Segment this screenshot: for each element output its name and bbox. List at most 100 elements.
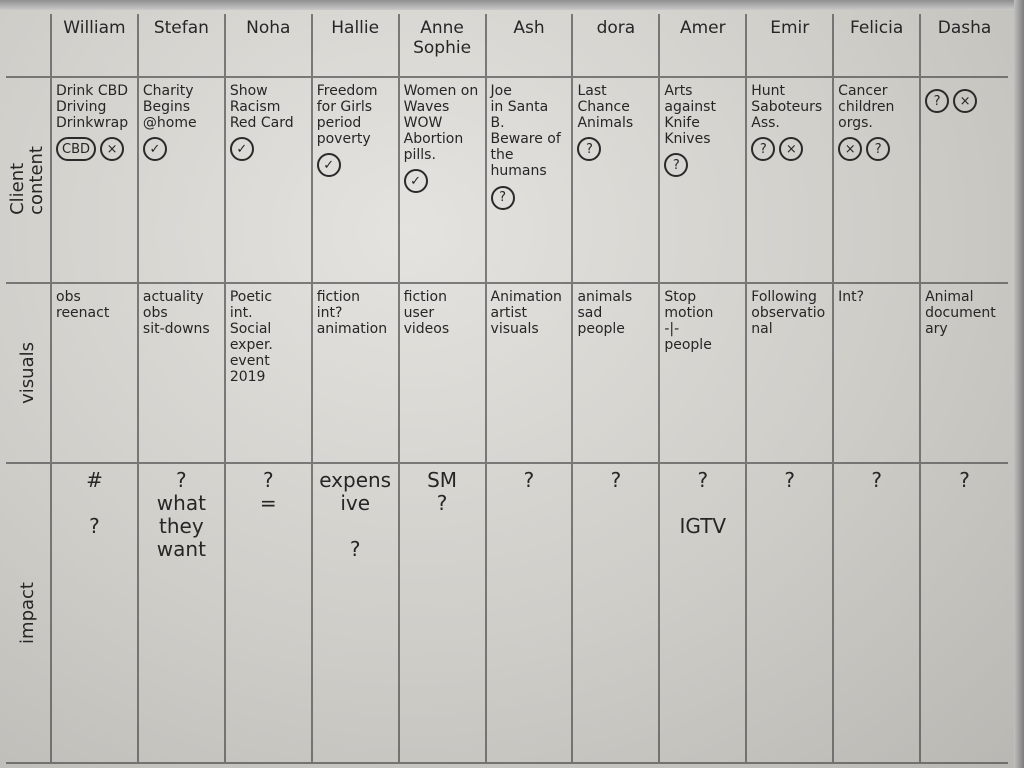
client-content-cell: ? × bbox=[921, 78, 1008, 284]
marks-group: ? × bbox=[751, 137, 828, 162]
visuals-cell: Int? bbox=[834, 284, 922, 464]
column-name: Felicia bbox=[850, 18, 904, 38]
impact-cell: ? = bbox=[225, 464, 313, 764]
whiteboard-frame-top bbox=[0, 0, 1024, 10]
impact-text: # ? bbox=[86, 468, 103, 538]
mark-circle: ✓ bbox=[403, 169, 428, 194]
impact-text: ? bbox=[610, 468, 622, 492]
impact-cell: SM ? bbox=[399, 464, 487, 764]
client-content: Joe in Santa B. Beware of the humans bbox=[490, 83, 561, 180]
visuals-text: Animal documentary bbox=[925, 289, 996, 338]
column-name: Emir bbox=[770, 18, 810, 38]
row-label-visuals: visuals bbox=[16, 342, 38, 404]
impact-cell: ? bbox=[834, 464, 922, 764]
visuals-cell: Stop motion -|- people bbox=[660, 284, 748, 464]
impact-text: expensive ? bbox=[319, 468, 392, 561]
row-label-cell: visuals bbox=[6, 284, 52, 464]
impact-text: ? bbox=[784, 468, 796, 492]
client-content: Freedom for Girls period poverty bbox=[316, 83, 378, 148]
mark-circle: × bbox=[779, 137, 804, 162]
client-content-cell: Arts against Knife Knives? bbox=[660, 78, 748, 284]
column-name: dora bbox=[596, 18, 636, 38]
column-name: Stefan bbox=[153, 18, 209, 38]
column-header-cell: dora bbox=[573, 14, 661, 78]
column-header-cell: Stefan bbox=[138, 14, 226, 78]
marks-group: ? bbox=[664, 153, 741, 178]
visuals-text: Int? bbox=[838, 289, 865, 305]
visuals-text: Poetic int. Social exper. event 2019 bbox=[229, 289, 273, 386]
column-name: Hallie bbox=[331, 18, 380, 38]
client-content: Charity Begins @home bbox=[142, 83, 197, 132]
row-label-content: Client content bbox=[7, 145, 47, 215]
marks-group: ? bbox=[490, 185, 568, 210]
visuals-text: Stop motion -|- people bbox=[664, 289, 714, 354]
visuals-cell: animals sad people bbox=[573, 284, 661, 464]
column-name: Dasha bbox=[937, 18, 992, 38]
impact-text: SM ? bbox=[427, 468, 458, 515]
client-content-cell: Show Racism Red Card ✓ bbox=[225, 78, 313, 284]
marks-group: ? bbox=[577, 137, 654, 162]
visuals-cell: fiction int? animation bbox=[312, 284, 400, 464]
client-content-cell: Freedom for Girls period poverty ✓ bbox=[312, 78, 400, 284]
column-header-cell: Amer bbox=[660, 14, 748, 78]
impact-cell: expensive ? bbox=[312, 464, 400, 764]
row-label-cell: impact bbox=[6, 464, 52, 764]
visuals-text: obs reenact bbox=[56, 289, 110, 322]
client-content: Drink CBD Driving Drinkwrap bbox=[56, 83, 129, 132]
row-label-impact: impact bbox=[16, 582, 38, 644]
visuals-cell: obs reenact bbox=[52, 284, 139, 464]
column-name: Anne Sophie bbox=[413, 18, 472, 58]
impact-cell: ? bbox=[921, 464, 1008, 764]
mark-circle: ✓ bbox=[142, 137, 167, 162]
column-header-cell: Noha bbox=[225, 14, 313, 78]
marks-group: ✓ bbox=[403, 169, 481, 194]
impact-text: ? bbox=[959, 468, 970, 492]
impact-text: ? what they want bbox=[156, 468, 206, 561]
whiteboard-frame-right bbox=[1014, 0, 1024, 768]
mark-circle: ? bbox=[490, 185, 515, 210]
client-content: Women on Waves WOW Abortion pills. bbox=[403, 83, 479, 164]
row-label-cell: Client content bbox=[6, 78, 52, 284]
impact-cell: ? what they want bbox=[138, 464, 226, 764]
visuals-cell: Poetic int. Social exper. event 2019 bbox=[225, 284, 313, 464]
impact-cell: ? bbox=[747, 464, 835, 764]
column-header-cell: Ash bbox=[486, 14, 574, 78]
marks-group: ✓ bbox=[316, 153, 394, 178]
client-content: Arts against Knife Knives bbox=[664, 83, 716, 148]
client-content-cell: Last Chance Animals? bbox=[573, 78, 661, 284]
column-header-cell: William bbox=[52, 14, 139, 78]
marks-group: ✓ bbox=[142, 137, 220, 162]
mark-circle: × bbox=[100, 137, 125, 162]
column-header-cell: Emir bbox=[747, 14, 835, 78]
visuals-text: fiction int? animation bbox=[316, 289, 388, 338]
column-name: Amer bbox=[679, 18, 726, 38]
impact-text: ? IGTV bbox=[679, 468, 727, 538]
visuals-cell: Animal documentary bbox=[921, 284, 1008, 464]
marks-group: ? × bbox=[925, 89, 1004, 113]
client-content: Show Racism Red Card bbox=[229, 83, 294, 132]
column-name: William bbox=[63, 18, 126, 38]
column-header-cell: Felicia bbox=[834, 14, 922, 78]
visuals-text: animals sad people bbox=[577, 289, 633, 338]
mark-circle: ? bbox=[577, 137, 602, 162]
whiteboard-table: Client content visuals impact William Drink … bbox=[6, 14, 1008, 764]
client-content-cell: Hunt Saboteurs Ass. ? × bbox=[747, 78, 835, 284]
column-header-cell: Anne Sophie bbox=[399, 14, 487, 78]
corner-cell bbox=[6, 14, 52, 78]
marks-group: ✓ bbox=[229, 137, 307, 162]
mark-circle: ? bbox=[925, 89, 950, 113]
mark-circle: CBD bbox=[56, 137, 97, 162]
visuals-cell: Following observational bbox=[747, 284, 835, 464]
client-content-cell: Charity Begins @home ✓ bbox=[138, 78, 226, 284]
client-content-cell: Cancer children orgs. ×? bbox=[834, 78, 922, 284]
client-content: Hunt Saboteurs Ass. bbox=[751, 83, 823, 132]
visuals-cell: actuality obs sit-downs bbox=[138, 284, 226, 464]
impact-cell: ? bbox=[486, 464, 574, 764]
visuals-text: Following observational bbox=[751, 289, 826, 338]
mark-circle: × bbox=[953, 89, 978, 113]
visuals-text: actuality obs sit-downs bbox=[142, 289, 210, 338]
mark-circle: ✓ bbox=[229, 137, 254, 162]
visuals-text: Animation artist visuals bbox=[490, 289, 562, 338]
client-content-cell: Drink CBD Driving Drinkwrap CBD × bbox=[52, 78, 139, 284]
mark-circle: ? bbox=[664, 153, 689, 178]
